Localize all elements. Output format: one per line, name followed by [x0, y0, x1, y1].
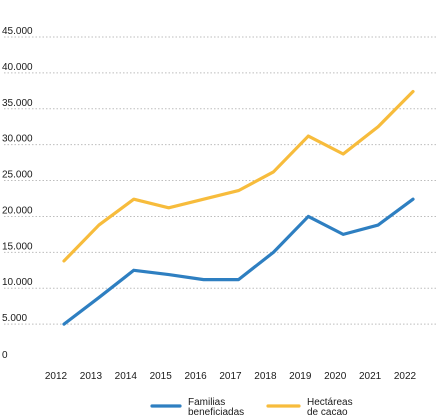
y-tick-label-15000: 15.000	[2, 241, 33, 252]
x-tick-label-2019: 2019	[289, 371, 312, 382]
grid-lines	[4, 36, 437, 325]
x-tick-label-2022: 2022	[394, 371, 417, 382]
x-tick-label-2021: 2021	[359, 371, 382, 382]
y-tick-label-0: 0	[2, 350, 8, 361]
x-tick-label-2013: 2013	[80, 371, 103, 382]
legend-label-hectareas-line2: de cacao	[307, 407, 348, 418]
x-tick-label-2017: 2017	[219, 371, 242, 382]
x-tick-label-2015: 2015	[150, 371, 173, 382]
y-tick-label-5000: 5.000	[2, 313, 27, 324]
legend: Familias beneficiadas Hectáreas de cacao	[150, 397, 355, 418]
series-line-familias-beneficiadas	[62, 197, 415, 326]
legend-label-hectareas-line1: Hectáreas	[307, 397, 353, 408]
legend-label-familias-line1: Familias	[188, 397, 225, 408]
legend-label-familias-line2: beneficiadas	[188, 407, 244, 418]
legend-label-hectareas-de-cacao: Hectáreas de cacao	[307, 397, 355, 418]
y-tick-label-30000: 30.000	[2, 134, 33, 145]
x-axis-ticks: 2012 2013 2014 2015 2016 2017 2018 2019 …	[45, 371, 417, 382]
y-tick-label-25000: 25.000	[2, 170, 33, 181]
y-tick-label-35000: 35.000	[2, 98, 33, 109]
y-tick-label-45000: 45.000	[2, 26, 33, 37]
x-tick-label-2020: 2020	[324, 371, 347, 382]
series-line-hectareas-de-cacao	[62, 89, 415, 263]
x-tick-label-2016: 2016	[184, 371, 207, 382]
y-axis-ticks: 0 5.000 10.000 15.000 20.000 25.000 30.0…	[2, 26, 33, 361]
y-tick-label-10000: 10.000	[2, 277, 33, 288]
x-tick-label-2018: 2018	[254, 371, 277, 382]
x-tick-label-2012: 2012	[45, 371, 68, 382]
legend-label-familias-beneficiadas: Familias beneficiadas	[188, 397, 244, 418]
y-tick-label-20000: 20.000	[2, 205, 33, 216]
x-tick-label-2014: 2014	[115, 371, 138, 382]
series-lines	[62, 89, 415, 326]
y-tick-label-40000: 40.000	[2, 62, 33, 73]
